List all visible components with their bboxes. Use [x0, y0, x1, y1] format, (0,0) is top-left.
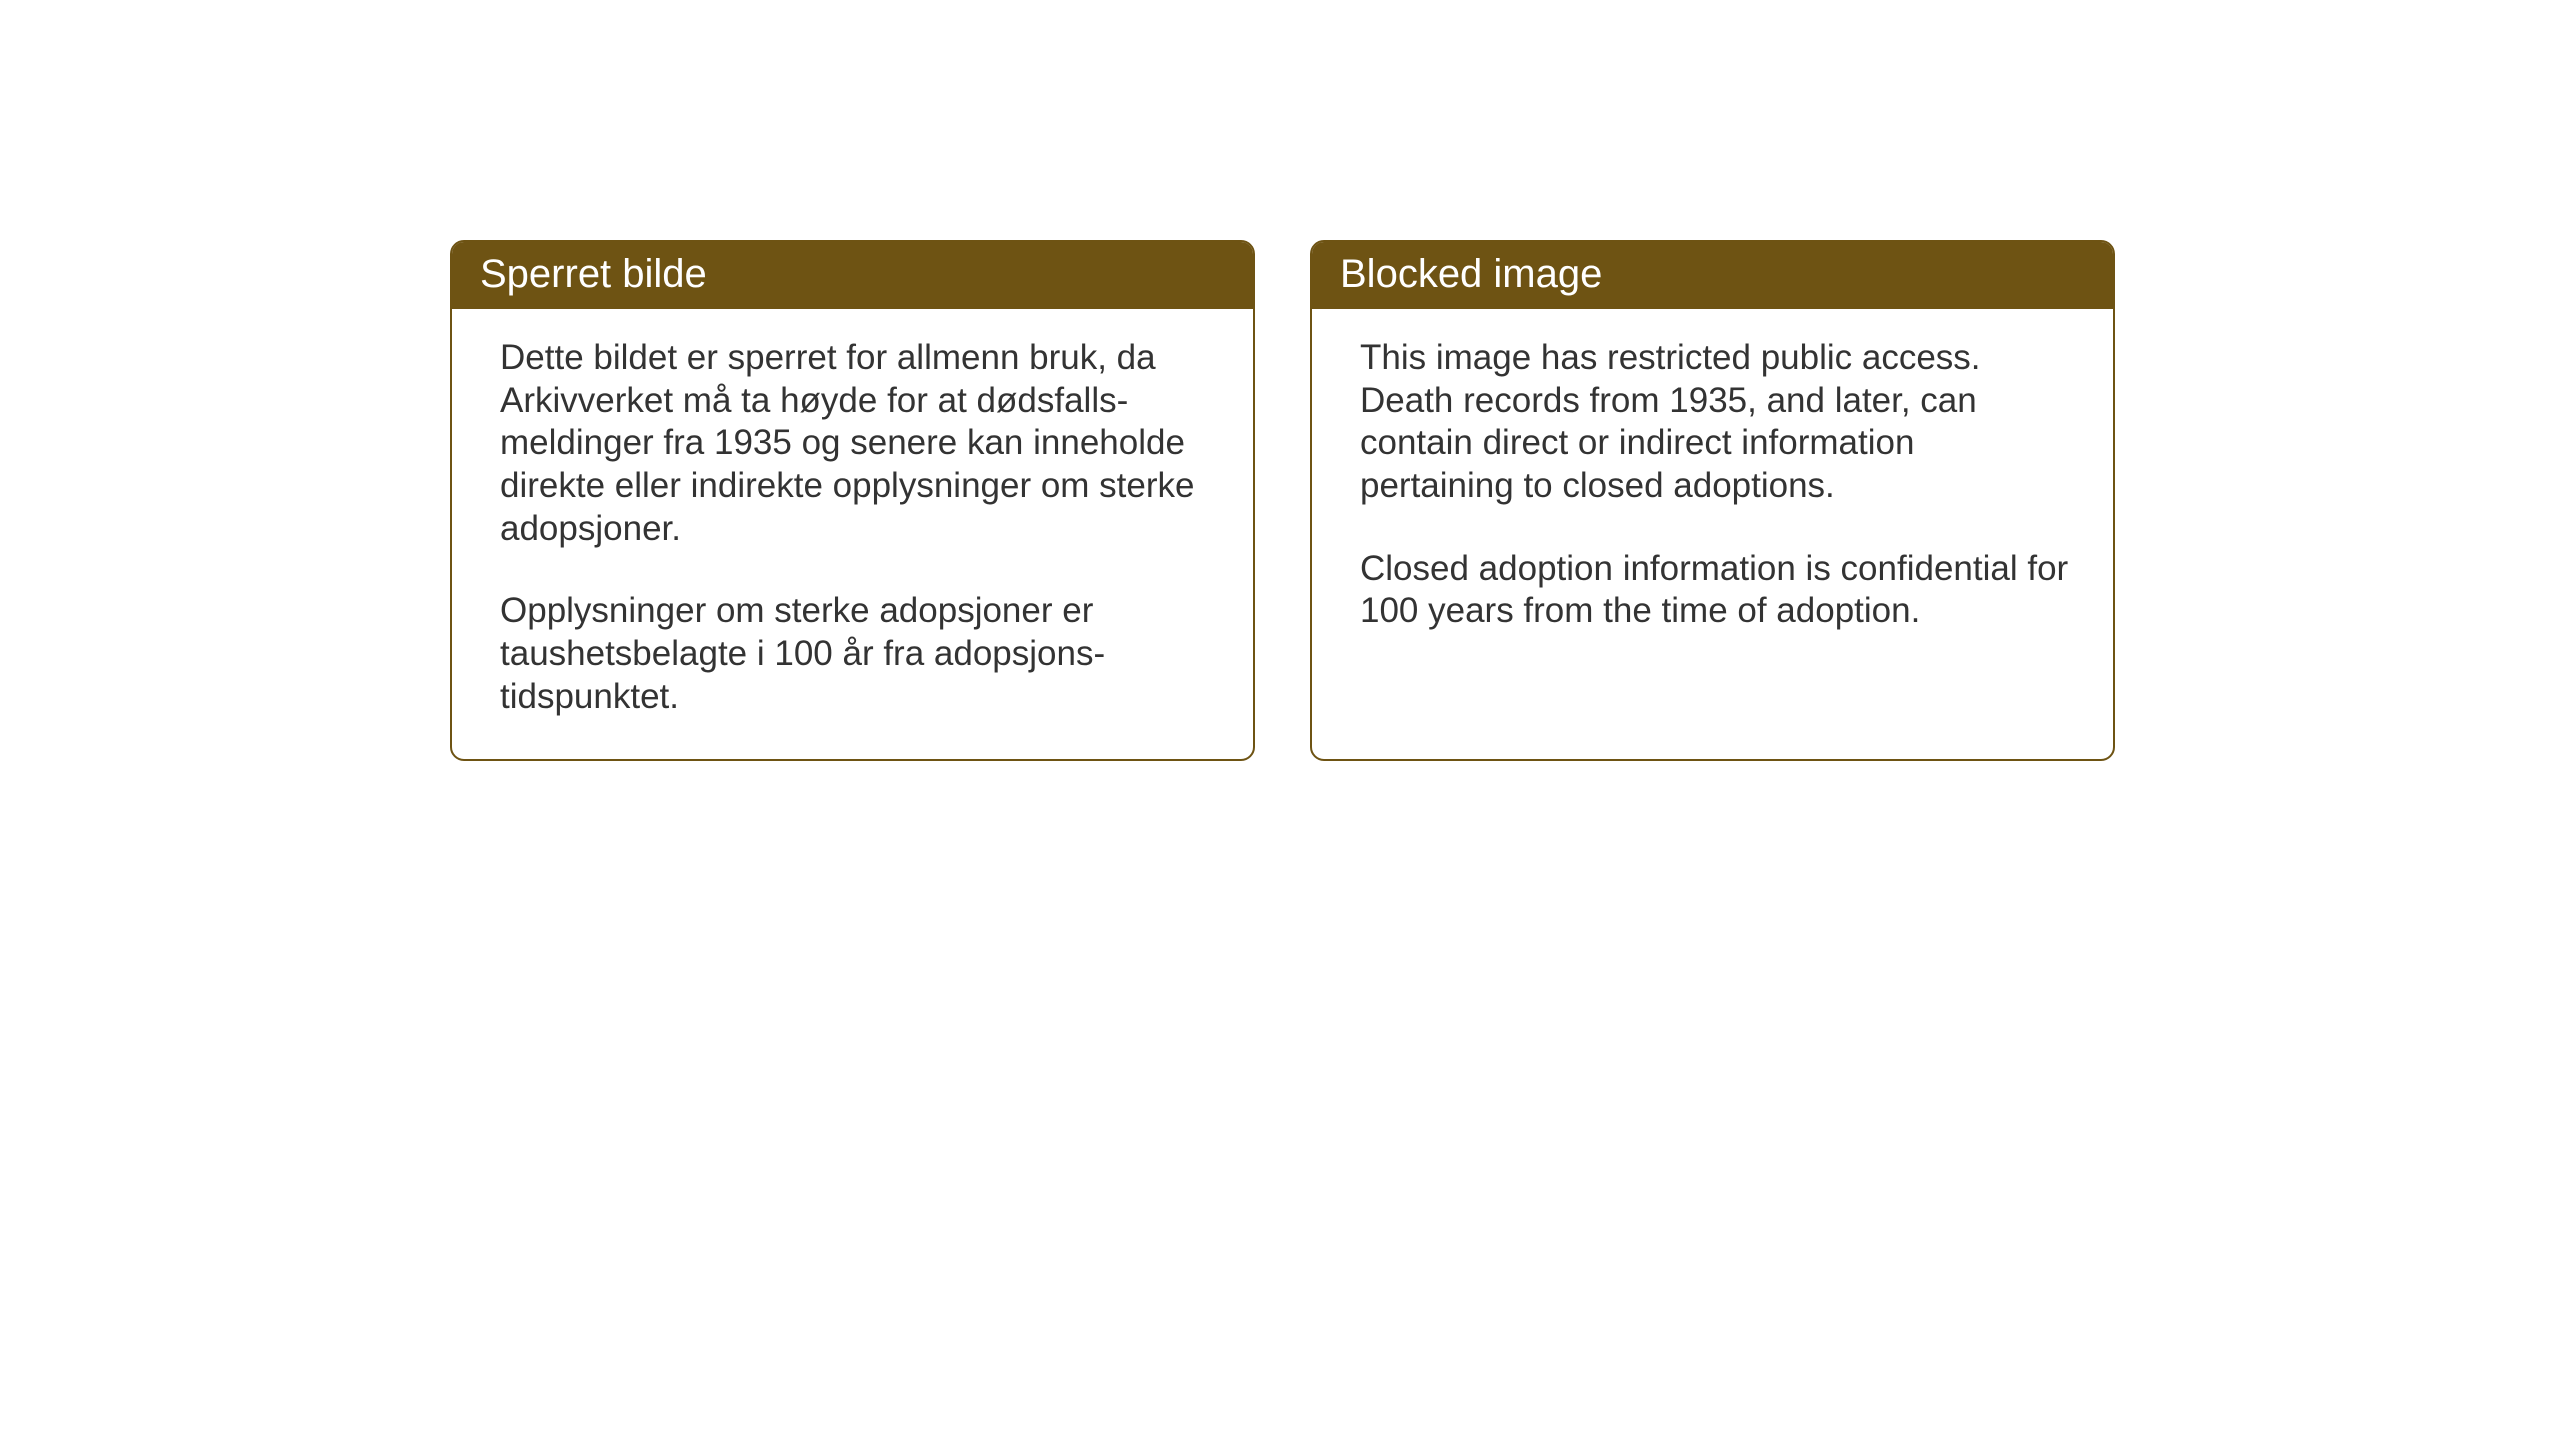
english-notice-card: Blocked image This image has restricted … [1310, 240, 2115, 761]
card-paragraph: Closed adoption information is confident… [1360, 548, 2073, 633]
card-header-english: Blocked image [1312, 242, 2113, 309]
card-header-norwegian: Sperret bilde [452, 242, 1253, 309]
card-title: Blocked image [1340, 252, 1602, 296]
card-body-english: This image has restricted public access.… [1312, 309, 2113, 673]
card-paragraph: Opplysninger om sterke adopsjoner er tau… [500, 590, 1213, 718]
card-title: Sperret bilde [480, 252, 707, 296]
card-paragraph: Dette bildet er sperret for allmenn bruk… [500, 337, 1213, 550]
cards-container: Sperret bilde Dette bildet er sperret fo… [450, 240, 2115, 761]
card-body-norwegian: Dette bildet er sperret for allmenn bruk… [452, 309, 1253, 759]
norwegian-notice-card: Sperret bilde Dette bildet er sperret fo… [450, 240, 1255, 761]
card-paragraph: This image has restricted public access.… [1360, 337, 2073, 508]
